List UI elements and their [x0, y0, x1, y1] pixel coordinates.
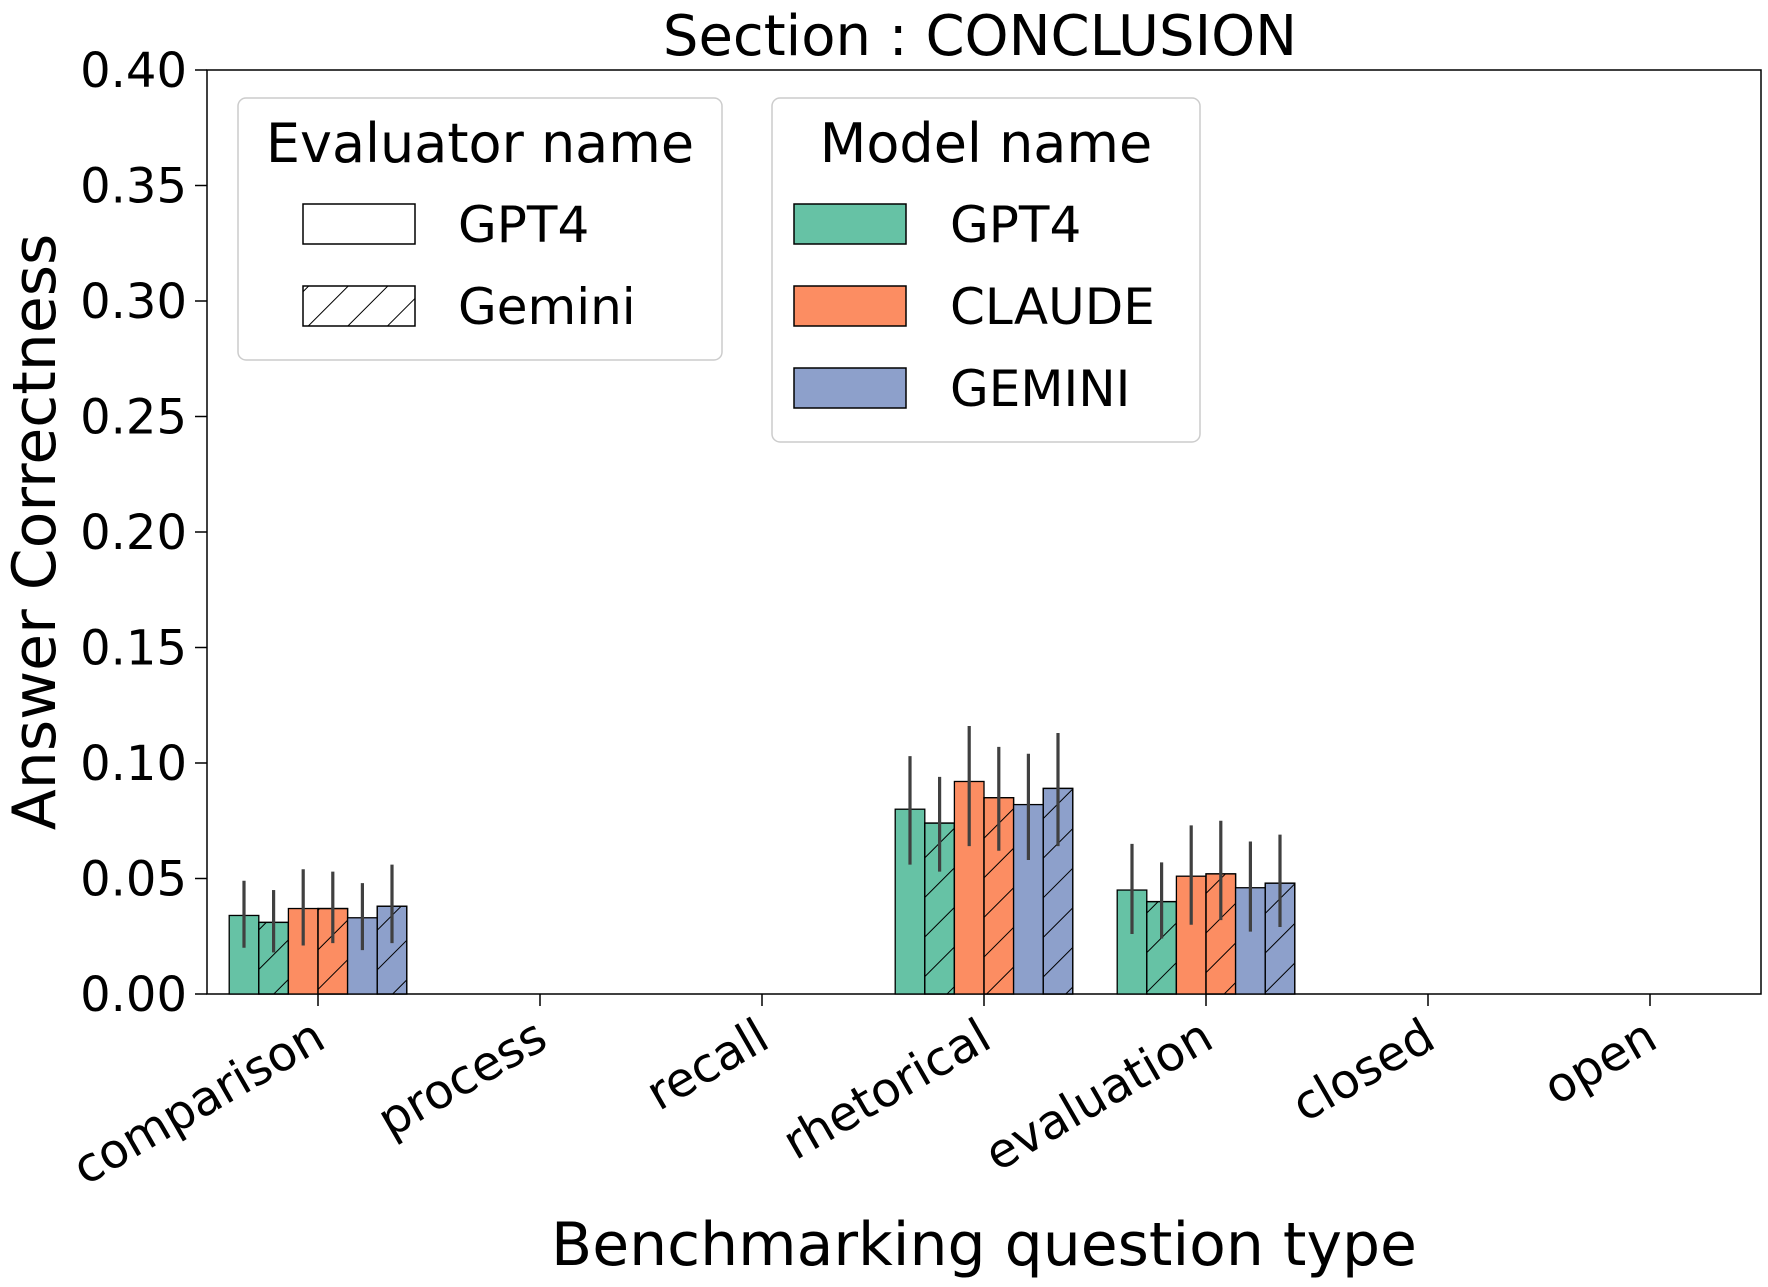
- legend-swatch-evaluator-gpt4: [302, 203, 416, 245]
- legend-swatch-model-gpt4: [793, 203, 907, 245]
- legend-label-model-gemini: GEMINI: [950, 360, 1130, 418]
- chart-title: Section : CONCLUSION: [663, 4, 1297, 69]
- error-bars: [242, 726, 1282, 953]
- y-tick-label: 0.05: [80, 852, 187, 908]
- y-tick-label: 0.35: [80, 159, 187, 215]
- y-tick-label: 0.30: [80, 274, 187, 330]
- y-tick-label: 0.40: [80, 43, 187, 99]
- x-axis: comparison process recallrhetoricalevaluat…: [63, 994, 1666, 1197]
- legend-label-evaluator-gpt4: GPT4: [458, 196, 589, 254]
- legend-evaluator: Evaluator name GPT4 Gemini: [237, 97, 723, 361]
- legend-swatch-model-claude: [793, 285, 907, 327]
- x-tick-label-open: open: [1534, 1008, 1666, 1116]
- x-tick-label-recall: recall: [637, 1008, 778, 1122]
- y-axis-title: Answer Correctness: [0, 234, 70, 831]
- y-tick-label: 0.00: [80, 967, 187, 1023]
- legend-model-frame: [771, 97, 1201, 443]
- x-tick-label-comparison: comparison: [63, 1008, 334, 1197]
- legend-label-model-gpt4: GPT4: [950, 196, 1081, 254]
- legend-label-evaluator-gemini: Gemini: [458, 278, 636, 336]
- y-tick-label: 0.15: [80, 621, 187, 677]
- bar-rhetorical-gemini-gpt4: [1012, 803, 1044, 995]
- y-tick-label: 0.10: [80, 736, 187, 792]
- legend-evaluator-title: Evaluator name: [266, 112, 694, 175]
- legend-model: Model name GPT4 CLAUDE GEMINI: [771, 97, 1201, 443]
- legend-model-title: Model name: [820, 112, 1152, 175]
- y-axis: 0.00 0.05 0.10 0.15 0.20 0.25 0.30 0.35 0.40: [80, 43, 207, 1023]
- x-axis-title: Benchmarking question type: [551, 1210, 1417, 1280]
- x-tick-label-closed: closed: [1283, 1008, 1444, 1134]
- x-tick-label-rhetorical: rhetorical: [773, 1008, 1000, 1171]
- y-tick-label: 0.25: [80, 390, 187, 446]
- bar-comparison-claude-gpt4: [287, 907, 319, 995]
- bar-hatch-rhetorical-gpt4-gemini: [924, 822, 956, 995]
- legend-swatch-evaluator-gemini-hatch: [302, 285, 416, 327]
- legend-label-model-claude: CLAUDE: [950, 278, 1155, 336]
- x-tick-label-evaluation: evaluation: [975, 1008, 1222, 1183]
- y-tick-label: 0.20: [80, 505, 187, 561]
- x-tick-label-process: process: [368, 1008, 556, 1149]
- legend-swatch-model-gemini: [793, 367, 907, 409]
